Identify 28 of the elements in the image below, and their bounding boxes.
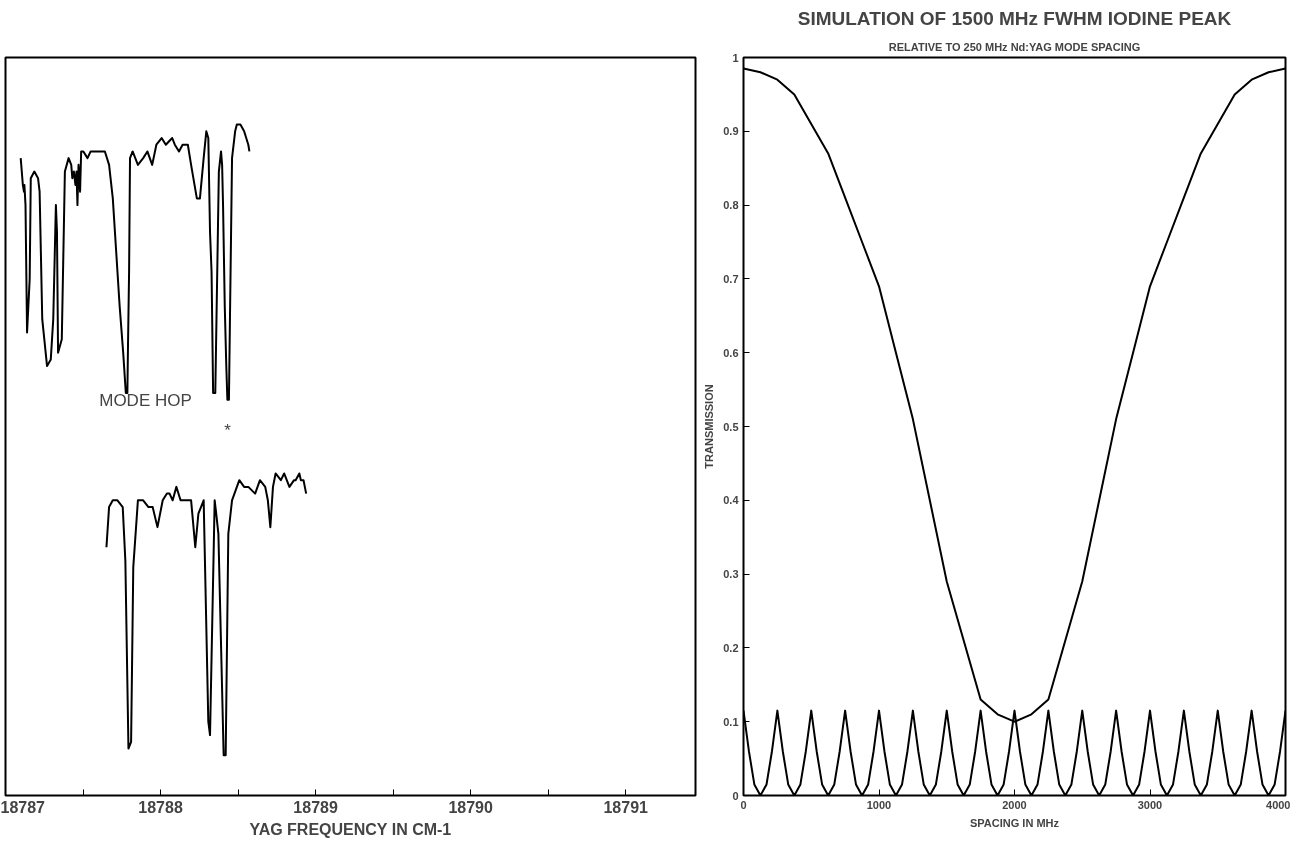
y-tick-label: 0.3 bbox=[723, 568, 739, 581]
x-axis-title: YAG FREQUENCY IN CM-1 bbox=[249, 820, 452, 838]
chart-title: SIMULATION OF 1500 MHz FWHM IODINE PEAK bbox=[797, 7, 1232, 29]
y-tick-label: 0.8 bbox=[723, 199, 739, 212]
y-tick-label: 1 bbox=[732, 51, 739, 64]
y-tick-label: 0.1 bbox=[723, 715, 739, 728]
x-tick-label: 2000 bbox=[1002, 798, 1027, 811]
x-axis-title: SPACING IN MHz bbox=[969, 816, 1060, 829]
x-tick-label: 18790 bbox=[448, 798, 494, 816]
y-tick-label: 0.7 bbox=[723, 272, 739, 285]
x-tick-label: 1000 bbox=[866, 798, 892, 811]
y-axis-title: TRANSMISSION bbox=[703, 384, 716, 469]
y-tick-label: 0.6 bbox=[723, 346, 739, 359]
y-tick-label: 0.2 bbox=[723, 641, 739, 654]
y-tick-label: 0 bbox=[732, 789, 739, 802]
y-tick-label: 0.5 bbox=[723, 420, 739, 433]
annotation: * bbox=[224, 421, 232, 440]
x-tick-label: 18788 bbox=[138, 798, 183, 816]
x-tick-label: 18789 bbox=[293, 798, 338, 816]
y-tick-label: 0.9 bbox=[723, 125, 739, 138]
annotation: MODE HOP bbox=[99, 391, 192, 410]
x-tick-label: 18791 bbox=[603, 798, 649, 816]
y-tick-label: 0.4 bbox=[723, 494, 740, 507]
chart-subtitle: RELATIVE TO 250 MHz Nd:YAG MODE SPACING bbox=[888, 40, 1141, 53]
x-tick-label: 18787 bbox=[0, 798, 46, 816]
x-tick-label: 0 bbox=[740, 798, 747, 811]
x-tick-label: 4000 bbox=[1266, 798, 1291, 811]
x-tick-label: 3000 bbox=[1137, 798, 1163, 811]
